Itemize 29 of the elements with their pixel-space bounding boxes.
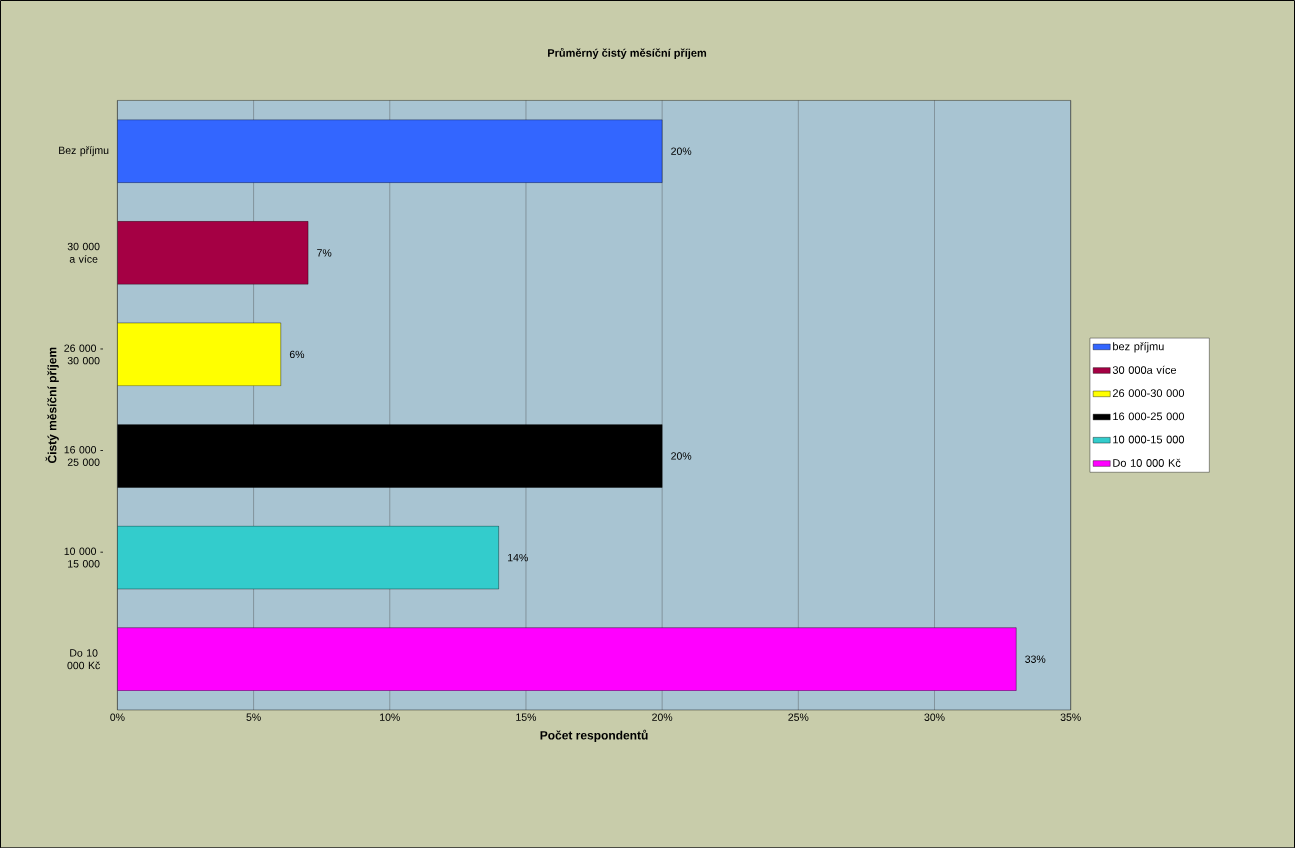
data-label: 20% xyxy=(671,147,692,155)
legend-label: bez příjmu xyxy=(1113,341,1164,353)
legend-label: 10 000-15 000 xyxy=(1113,435,1185,444)
y-tick-label: Do 10 000 Kč xyxy=(67,649,100,669)
data-label: 33% xyxy=(1025,655,1046,663)
x-tick-label: 0% xyxy=(110,713,125,721)
data-label: 14% xyxy=(508,553,528,562)
x-tick-label: 35% xyxy=(1060,713,1081,721)
x-tick-label: 25% xyxy=(788,713,809,721)
y-tick-label: 26 000 - 30 000 xyxy=(64,344,103,365)
x-tick-label: 10% xyxy=(380,713,400,721)
legend-label: 30 000a více xyxy=(1112,365,1177,374)
y-axis-title: Čistý měsíční příjem xyxy=(45,347,59,463)
legend-label: Do 10 000 Kč xyxy=(1113,458,1181,467)
x-tick-label: 5% xyxy=(246,713,261,721)
legend-label: 26 000-30 000 xyxy=(1112,389,1185,397)
data-label: 20% xyxy=(671,452,692,460)
data-label: 7% xyxy=(317,248,332,257)
y-tick-label: 16 000 - 25 000 xyxy=(64,445,103,466)
x-tick-label: 20% xyxy=(652,713,673,721)
data-label: 6% xyxy=(289,350,305,358)
chart-title: Průměrný čistý měsíční příjem xyxy=(548,47,707,59)
legend-label: 16 000-25 000 xyxy=(1113,412,1185,421)
y-tick-label: Bez příjmu xyxy=(59,146,109,156)
y-tick-label: 30 000 a více xyxy=(67,242,100,263)
x-tick-label: 30% xyxy=(924,713,945,721)
x-tick-label: 15% xyxy=(516,713,537,721)
y-tick-label: 10 000 - 15 000 xyxy=(64,547,103,568)
x-axis-title: Počet respondentů xyxy=(540,729,648,742)
